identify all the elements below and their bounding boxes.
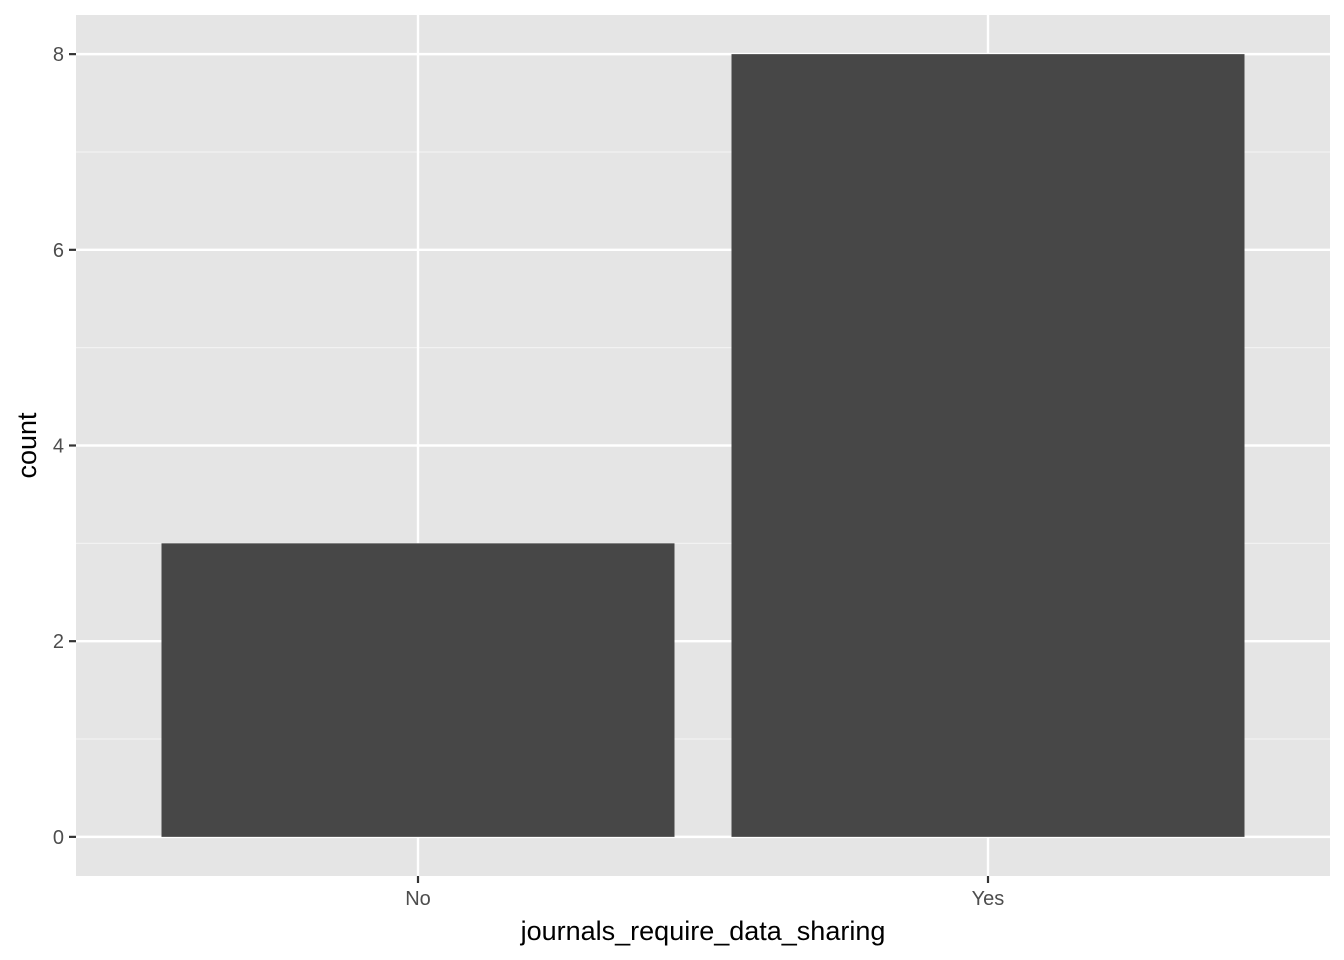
y-axis-title: count xyxy=(12,412,42,479)
y-tick-label: 8 xyxy=(53,44,64,66)
bar-yes xyxy=(731,54,1245,837)
y-tick-label: 6 xyxy=(53,240,64,262)
bars xyxy=(161,54,1245,837)
x-axis: No Yes xyxy=(405,876,1004,910)
bar-no xyxy=(161,543,675,837)
x-tick-label: No xyxy=(405,888,431,910)
y-tick-label: 2 xyxy=(53,631,64,653)
y-tick-label: 4 xyxy=(53,436,64,458)
x-tick-label: Yes xyxy=(972,888,1005,910)
y-tick-label: 0 xyxy=(53,827,64,849)
y-axis: 0 2 4 6 8 xyxy=(53,44,76,849)
x-axis-title: journals_require_data_sharing xyxy=(520,916,886,946)
